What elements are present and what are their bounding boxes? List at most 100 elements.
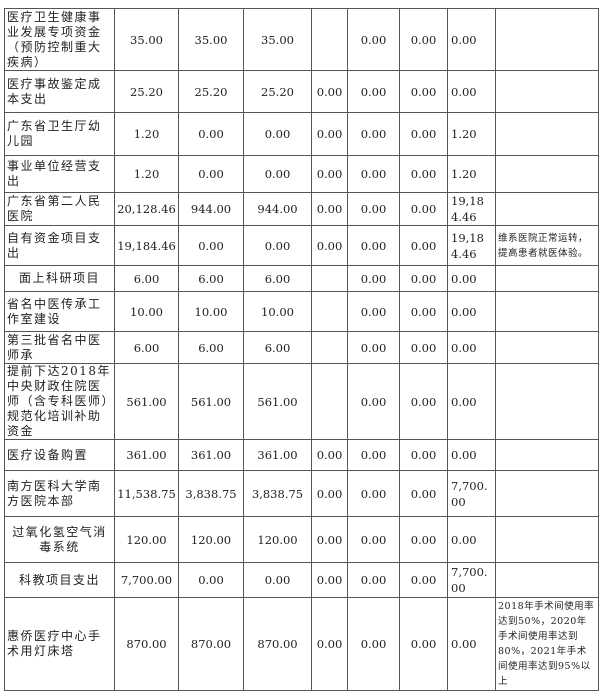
amount-cell-c2: 0.00 <box>178 562 244 598</box>
amount-cell-c5: 0.00 <box>347 363 400 440</box>
amount-cell-c5: 0.00 <box>347 8 400 71</box>
amount-cell-c2: 6.00 <box>178 265 244 292</box>
performance-note-cell <box>495 363 599 440</box>
project-name-cell: 省名中医传承工作室建设 <box>4 291 115 332</box>
amount-cell-c7: 0.00 <box>447 70 496 113</box>
amount-cell-c6: 0.00 <box>399 562 448 598</box>
amount-cell-c4 <box>311 265 348 292</box>
amount-cell-c7: 1.20 <box>447 155 496 193</box>
amount-cell-c1: 120.00 <box>114 516 179 563</box>
project-name-cell: 过氧化氢空气消毒系统 <box>4 516 115 563</box>
performance-note-cell <box>495 155 599 193</box>
project-name-cell: 事业单位经营支出 <box>4 155 115 193</box>
amount-cell-c7: 0.00 <box>447 363 496 440</box>
amount-cell-c3: 6.00 <box>243 331 312 364</box>
amount-cell-c2: 10.00 <box>178 291 244 332</box>
amount-cell-c4: 0.00 <box>311 192 348 226</box>
table-row: 自有资金项目支出 19,184.46 0.00 0.00 0.00 0.00 0.00 19,… <box>4 225 599 266</box>
project-name-cell: 广东省第二人民医院 <box>4 192 115 226</box>
amount-cell-c5: 0.00 <box>347 331 400 364</box>
table-row: 南方医科大学南方医院本部 11,538.75 3,838.75 3,838.75 0.0… <box>4 470 599 517</box>
amount-cell-c5: 0.00 <box>347 291 400 332</box>
amount-cell-c6: 0.00 <box>399 192 448 226</box>
amount-cell-c3: 0.00 <box>243 112 312 156</box>
amount-cell-c4: 0.00 <box>311 562 348 598</box>
amount-cell-c3: 561.00 <box>243 363 312 440</box>
table-row: 医疗事故鉴定成本支出 25.20 25.20 25.20 0.00 0.00 0.00 0.0… <box>4 70 599 113</box>
amount-cell-c5: 0.00 <box>347 562 400 598</box>
amount-cell-c5: 0.00 <box>347 265 400 292</box>
amount-cell-c7: 0.00 <box>447 8 496 71</box>
amount-cell-c1: 7,700.00 <box>114 562 179 598</box>
table-row: 第三批省名中医师承 6.00 6.00 6.00 0.00 0.00 0.00 <box>4 331 599 364</box>
amount-cell-c6: 0.00 <box>399 439 448 471</box>
project-name-cell: 医疗设备购置 <box>4 439 115 471</box>
project-name-cell: 医疗事故鉴定成本支出 <box>4 70 115 113</box>
performance-note-cell <box>495 8 599 71</box>
amount-cell-c6: 0.00 <box>399 291 448 332</box>
project-name-cell: 惠侨医疗中心手术用灯床塔 <box>4 597 115 691</box>
amount-cell-c4: 0.00 <box>311 597 348 691</box>
performance-note-cell: 2018年手术间使用率达到50%，2020年手术间使用率达到80%，2021年手… <box>495 597 599 691</box>
amount-cell-c7: 1.20 <box>447 112 496 156</box>
project-name-cell: 第三批省名中医师承 <box>4 331 115 364</box>
amount-cell-c2: 3,838.75 <box>178 470 244 517</box>
amount-cell-c7: 0.00 <box>447 516 496 563</box>
table-row: 面上科研项目 6.00 6.00 6.00 0.00 0.00 0.00 <box>4 265 599 292</box>
amount-cell-c4: 0.00 <box>311 470 348 517</box>
amount-cell-c4 <box>311 291 348 332</box>
amount-cell-c3: 944.00 <box>243 192 312 226</box>
project-name-cell: 自有资金项目支出 <box>4 225 115 266</box>
table-row: 省名中医传承工作室建设 10.00 10.00 10.00 0.00 0.00 0.00 <box>4 291 599 332</box>
amount-cell-c7: 19,184.46 <box>447 225 496 266</box>
amount-cell-c4: 0.00 <box>311 439 348 471</box>
amount-cell-c5: 0.00 <box>347 192 400 226</box>
amount-cell-c2: 0.00 <box>178 225 244 266</box>
table-row: 医疗卫生健康事业发展专项资金（预防控制重大疾病） 35.00 35.00 35.00 0… <box>4 8 599 71</box>
table-row: 广东省卫生厅幼儿园 1.20 0.00 0.00 0.00 0.00 0.00 1.20 <box>4 112 599 156</box>
amount-cell-c4: 0.00 <box>311 516 348 563</box>
amount-cell-c4 <box>311 363 348 440</box>
amount-cell-c3: 35.00 <box>243 8 312 71</box>
amount-cell-c3: 0.00 <box>243 225 312 266</box>
amount-cell-c1: 6.00 <box>114 331 179 364</box>
project-name-cell: 广东省卫生厅幼儿园 <box>4 112 115 156</box>
amount-cell-c3: 10.00 <box>243 291 312 332</box>
amount-cell-c4: 0.00 <box>311 70 348 113</box>
amount-cell-c1: 19,184.46 <box>114 225 179 266</box>
amount-cell-c2: 0.00 <box>178 112 244 156</box>
amount-cell-c6: 0.00 <box>399 265 448 292</box>
table-row: 过氧化氢空气消毒系统 120.00 120.00 120.00 0.00 0.00 0.00… <box>4 516 599 563</box>
amount-cell-c7: 0.00 <box>447 331 496 364</box>
amount-cell-c3: 870.00 <box>243 597 312 691</box>
amount-cell-c7: 0.00 <box>447 597 496 691</box>
amount-cell-c6: 0.00 <box>399 331 448 364</box>
table-row: 提前下达2018年中央财政住院医师（含专科医师）规范化培训补助资金 561.00 5… <box>4 363 599 440</box>
performance-note-cell: 维系医院正常运转，提高患者就医体验。 <box>495 225 599 266</box>
amount-cell-c7: 7,700.00 <box>447 562 496 598</box>
amount-cell-c2: 561.00 <box>178 363 244 440</box>
amount-cell-c4 <box>311 331 348 364</box>
amount-cell-c1: 1.20 <box>114 112 179 156</box>
amount-cell-c1: 20,128.46 <box>114 192 179 226</box>
project-name-cell: 医疗卫生健康事业发展专项资金（预防控制重大疾病） <box>4 8 115 71</box>
performance-note-cell <box>495 516 599 563</box>
amount-cell-c7: 0.00 <box>447 291 496 332</box>
amount-cell-c2: 6.00 <box>178 331 244 364</box>
project-name-cell: 南方医科大学南方医院本部 <box>4 470 115 517</box>
amount-cell-c5: 0.00 <box>347 516 400 563</box>
amount-cell-c4 <box>311 8 348 71</box>
amount-cell-c6: 0.00 <box>399 155 448 193</box>
amount-cell-c6: 0.00 <box>399 597 448 691</box>
amount-cell-c1: 10.00 <box>114 291 179 332</box>
table-row: 医疗设备购置 361.00 361.00 361.00 0.00 0.00 0.00 0.00 <box>4 439 599 471</box>
performance-note-cell <box>495 192 599 226</box>
amount-cell-c2: 944.00 <box>178 192 244 226</box>
amount-cell-c3: 0.00 <box>243 155 312 193</box>
amount-cell-c2: 870.00 <box>178 597 244 691</box>
budget-table: 医疗卫生健康事业发展专项资金（预防控制重大疾病） 35.00 35.00 35.00 0… <box>4 8 599 691</box>
table-row: 科教项目支出 7,700.00 0.00 0.00 0.00 0.00 0.00 7,700.… <box>4 562 599 598</box>
amount-cell-c1: 35.00 <box>114 8 179 71</box>
amount-cell-c1: 25.20 <box>114 70 179 113</box>
amount-cell-c6: 0.00 <box>399 470 448 517</box>
